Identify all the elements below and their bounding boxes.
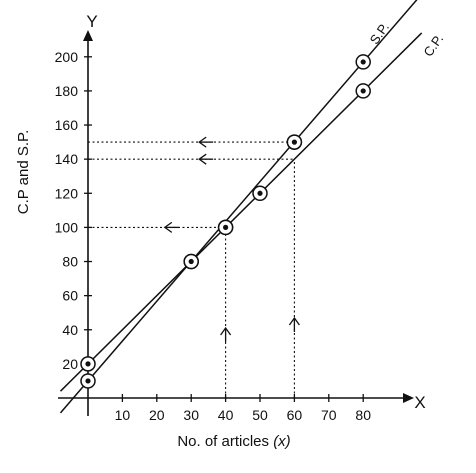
series-label-cp: C.P.	[420, 31, 446, 59]
x-tick-label: 50	[252, 407, 268, 423]
data-point-center-cp	[360, 88, 366, 94]
x-tick-label: 80	[355, 407, 371, 423]
series-label-sp: S.P.	[367, 20, 392, 47]
data-points	[80, 54, 371, 389]
y-tick-label: 140	[55, 151, 79, 167]
data-point-center-cp	[291, 139, 297, 145]
y-tick-label: 80	[62, 254, 78, 270]
data-point-center-cp	[188, 258, 194, 265]
y-axis-letter: Y	[86, 12, 97, 31]
data-point-center-cp	[223, 224, 229, 230]
y-tick-label: 100	[55, 219, 79, 235]
y-tick-label: 180	[55, 83, 79, 99]
data-point-center-sp	[257, 190, 263, 196]
data-point-center-sp	[360, 59, 366, 65]
x-axis-label-text: No. of articles	[177, 433, 273, 450]
y-tick-label: 20	[62, 356, 78, 372]
data-point-center-cp	[85, 361, 91, 367]
x-axis-arrowhead	[403, 393, 414, 403]
x-tick-label: 70	[321, 407, 337, 423]
guide-lines	[88, 136, 300, 398]
x-tick-label: 40	[218, 407, 234, 423]
x-tick-label: 30	[183, 407, 199, 423]
axis-ticks: 10 20 30 40 50 60 70 80 20 40 60 80 100 120 140 160 180 2…	[55, 49, 372, 423]
data-point-center-sp	[85, 378, 91, 384]
y-axis-label: C.P and S.P.	[15, 130, 32, 215]
x-tick-label: 60	[287, 407, 303, 423]
x-axis-letter: X	[414, 393, 425, 412]
x-tick-label: 10	[115, 407, 131, 423]
y-axis-arrowhead	[83, 30, 93, 41]
y-tick-label: 60	[62, 288, 78, 304]
y-tick-label: 40	[62, 322, 78, 338]
x-axis-label: No. of articles (x)	[177, 433, 290, 450]
x-axis-label-variable: (x)	[273, 433, 291, 450]
y-tick-label: 160	[55, 117, 79, 133]
y-tick-label: 120	[55, 185, 79, 201]
y-tick-label: 200	[55, 49, 79, 65]
x-tick-label: 20	[149, 407, 165, 423]
